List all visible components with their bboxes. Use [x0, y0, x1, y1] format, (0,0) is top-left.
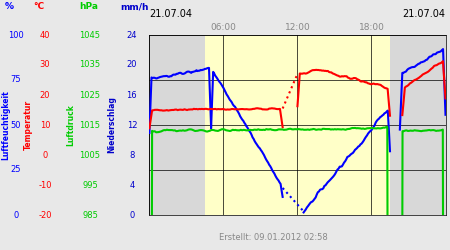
- Text: 0: 0: [129, 210, 135, 220]
- Text: %: %: [4, 2, 13, 11]
- Text: 16: 16: [126, 90, 137, 100]
- Text: 40: 40: [40, 30, 50, 40]
- Text: 0: 0: [13, 210, 18, 220]
- Text: 1045: 1045: [80, 30, 100, 40]
- Text: 1015: 1015: [80, 120, 100, 130]
- Text: 24: 24: [126, 30, 137, 40]
- Text: Luftdruck: Luftdruck: [67, 104, 76, 146]
- Text: 1005: 1005: [80, 150, 100, 160]
- Text: 21.07.04: 21.07.04: [149, 9, 193, 19]
- Text: 21.07.04: 21.07.04: [402, 9, 446, 19]
- Text: Luftfeuchtigkeit: Luftfeuchtigkeit: [1, 90, 10, 160]
- Text: mm/h: mm/h: [121, 2, 149, 11]
- Text: hPa: hPa: [79, 2, 98, 11]
- Text: 985: 985: [82, 210, 98, 220]
- Bar: [205, 35, 390, 215]
- Text: -10: -10: [38, 180, 52, 190]
- Text: 75: 75: [10, 76, 21, 84]
- Text: 4: 4: [129, 180, 135, 190]
- Text: 8: 8: [129, 150, 135, 160]
- Text: 50: 50: [10, 120, 21, 130]
- Text: 30: 30: [40, 60, 50, 70]
- Text: Niederschlag: Niederschlag: [107, 96, 116, 154]
- Text: °C: °C: [34, 2, 45, 11]
- Text: -20: -20: [38, 210, 52, 220]
- Text: 995: 995: [82, 180, 98, 190]
- Text: Temperatur: Temperatur: [23, 100, 32, 150]
- Text: 0: 0: [42, 150, 48, 160]
- Text: 1025: 1025: [80, 90, 100, 100]
- Text: 10: 10: [40, 120, 50, 130]
- Text: 100: 100: [8, 30, 23, 40]
- Text: 20: 20: [126, 60, 137, 70]
- Text: 1035: 1035: [80, 60, 100, 70]
- Text: 25: 25: [10, 166, 21, 174]
- Text: Erstellt: 09.01.2012 02:58: Erstellt: 09.01.2012 02:58: [220, 234, 328, 242]
- Text: 12: 12: [126, 120, 137, 130]
- Text: 20: 20: [40, 90, 50, 100]
